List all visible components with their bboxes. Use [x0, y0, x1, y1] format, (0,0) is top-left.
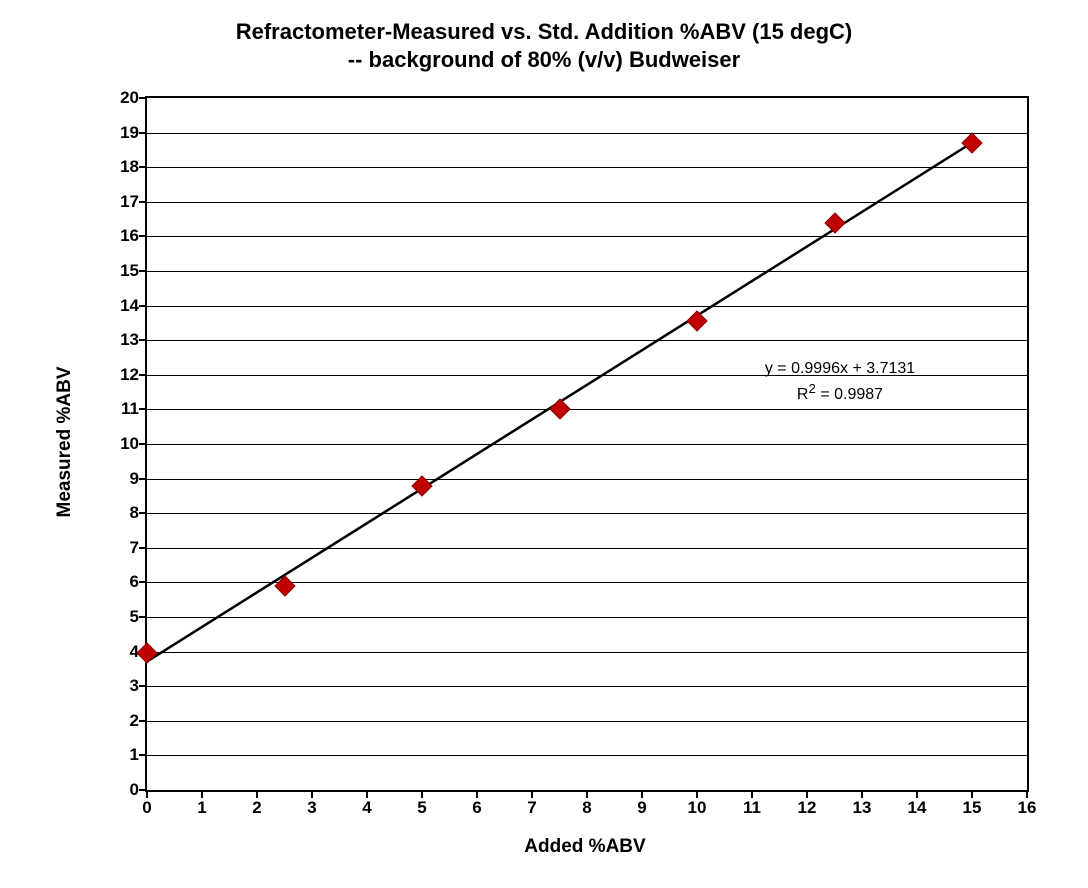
y-tick-label: 18: [120, 157, 147, 177]
y-axis-label: Measured %ABV: [54, 367, 76, 518]
x-tick-label: 14: [908, 790, 927, 818]
y-tick-label: 5: [130, 607, 147, 627]
grid-line: [147, 340, 1027, 341]
equation-text: y = 0.9996x + 3.7131: [765, 360, 915, 377]
grid-line: [147, 306, 1027, 307]
chart-title-line1: Refractometer-Measured vs. Std. Addition…: [236, 19, 853, 44]
y-tick-label: 3: [130, 676, 147, 696]
x-tick-label: 11: [743, 790, 761, 818]
grid-line: [147, 202, 1027, 203]
y-tick-label: 17: [120, 192, 147, 212]
grid-line: [147, 686, 1027, 687]
grid-line: [147, 513, 1027, 514]
x-tick-label: 4: [362, 790, 371, 818]
y-tick-label: 10: [120, 434, 147, 454]
grid-line: [147, 652, 1027, 653]
x-tick-label: 16: [1018, 790, 1037, 818]
grid-line: [147, 721, 1027, 722]
y-tick-label: 8: [130, 503, 147, 523]
chart-title: Refractometer-Measured vs. Std. Addition…: [0, 18, 1088, 73]
grid-line: [147, 548, 1027, 549]
x-tick-label: 1: [197, 790, 206, 818]
grid-line: [147, 271, 1027, 272]
x-tick-label: 15: [963, 790, 982, 818]
grid-line: [147, 133, 1027, 134]
y-tick-label: 13: [120, 330, 147, 350]
y-tick-label: 11: [121, 399, 147, 419]
y-tick-label: 6: [130, 572, 147, 592]
y-tick-label: 15: [120, 261, 147, 281]
plot-area: 0123456789101112131415161718192001234567…: [145, 96, 1029, 792]
x-tick-label: 3: [307, 790, 316, 818]
x-tick-label: 0: [142, 790, 151, 818]
x-tick-label: 12: [798, 790, 817, 818]
y-tick-label: 12: [120, 365, 147, 385]
y-tick-label: 7: [130, 538, 147, 558]
x-axis-label: Added %ABV: [524, 836, 645, 858]
x-tick-label: 10: [688, 790, 707, 818]
regression-annotation: y = 0.9996x + 3.7131 R2 = 0.9987: [765, 358, 915, 406]
y-tick-label: 16: [120, 226, 147, 246]
y-tick-label: 14: [120, 296, 147, 316]
x-tick-label: 8: [582, 790, 591, 818]
grid-line: [147, 617, 1027, 618]
chart-title-line2: -- background of 80% (v/v) Budweiser: [348, 47, 740, 72]
x-tick-label: 2: [252, 790, 261, 818]
grid-line: [147, 479, 1027, 480]
y-tick-label: 19: [120, 123, 147, 143]
y-tick-label: 2: [130, 711, 147, 731]
grid-line: [147, 755, 1027, 756]
chart-container: Refractometer-Measured vs. Std. Addition…: [0, 0, 1088, 888]
grid-line: [147, 409, 1027, 410]
x-tick-label: 7: [527, 790, 536, 818]
x-tick-label: 9: [637, 790, 646, 818]
y-tick-label: 9: [130, 469, 147, 489]
grid-line: [147, 236, 1027, 237]
x-tick-label: 6: [472, 790, 481, 818]
r2-text: R2 = 0.9987: [797, 386, 883, 403]
y-tick-label: 1: [130, 745, 147, 765]
x-tick-label: 13: [853, 790, 872, 818]
y-tick-label: 20: [120, 88, 147, 108]
grid-line: [147, 167, 1027, 168]
grid-line: [147, 444, 1027, 445]
x-tick-label: 5: [417, 790, 426, 818]
